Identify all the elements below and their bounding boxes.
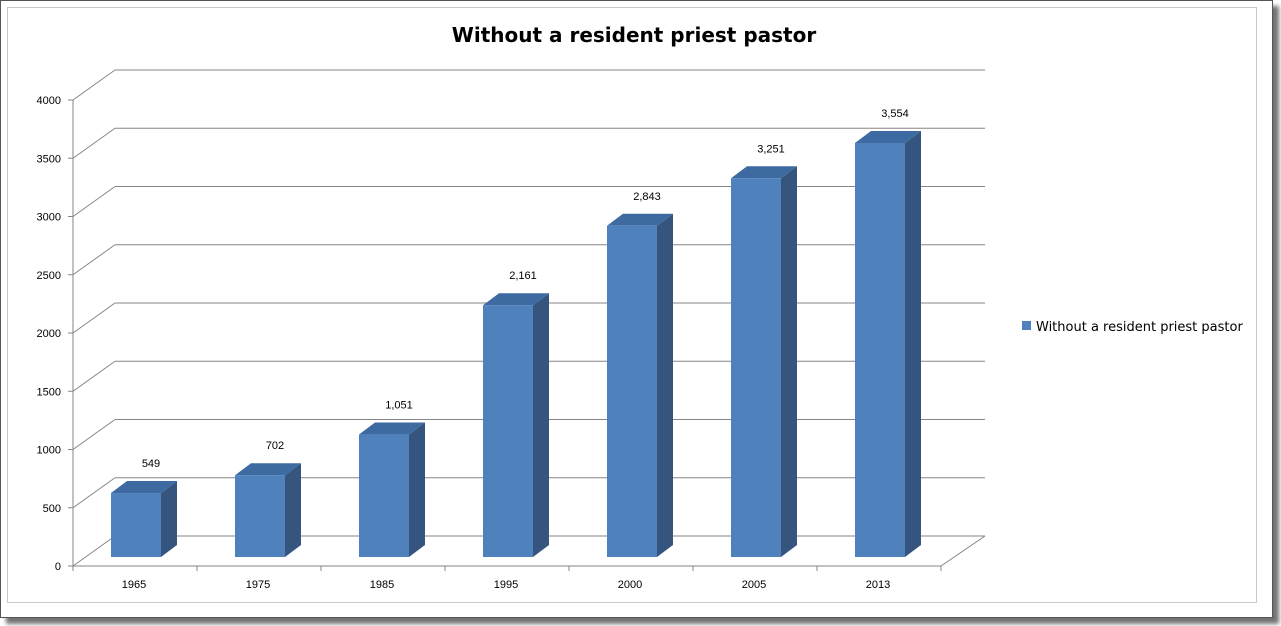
data-label: 2,161	[509, 270, 537, 282]
bar-top	[607, 213, 673, 226]
bars	[111, 130, 921, 558]
gridline-diagonal	[72, 186, 116, 217]
gridline-diagonal	[72, 419, 116, 450]
data-labels: 549 702 1,051 2,161 2,843 3,251 3,554	[142, 108, 909, 470]
bar-side	[657, 213, 673, 557]
bar-top	[483, 293, 549, 306]
bar	[483, 293, 549, 557]
floor-right-edge	[940, 535, 986, 567]
bar-front	[483, 305, 533, 557]
bar	[111, 481, 177, 557]
bar-front	[607, 225, 657, 557]
bar	[731, 166, 797, 558]
legend-swatch	[1022, 321, 1031, 330]
bar-top	[359, 422, 425, 435]
bar-front	[855, 142, 905, 558]
bar-top	[855, 130, 921, 143]
x-tick-label: 2013	[866, 579, 890, 591]
gridline-diagonal	[72, 244, 116, 276]
data-label: 2,843	[633, 191, 661, 203]
bar-side	[161, 481, 177, 557]
legend[interactable]: Without a resident priest pastor	[1022, 320, 1243, 335]
bar-front	[111, 493, 161, 557]
gridline-diagonal	[72, 535, 116, 567]
y-tick-label: 4000	[37, 95, 61, 107]
data-label: 1,051	[385, 400, 413, 412]
gridlines	[72, 69, 985, 567]
x-tick-label: 1985	[370, 579, 394, 591]
bar-front	[235, 475, 285, 557]
bar	[855, 130, 921, 558]
y-tick-label: 500	[43, 503, 61, 515]
y-tick-label: 1000	[37, 445, 61, 457]
y-tick-label: 3500	[37, 153, 61, 165]
y-tick-label: 2500	[37, 270, 61, 282]
bar-side	[533, 293, 549, 557]
y-axis: 0 500 1000 1500 2000 2500 3000 3500 4000	[37, 95, 73, 573]
bar-front	[359, 434, 409, 557]
x-tick-label: 2005	[742, 579, 766, 591]
x-tick-label: 1995	[494, 579, 518, 591]
gridline-diagonal	[72, 69, 116, 101]
bar-side	[285, 463, 301, 557]
bar-top	[111, 481, 177, 494]
y-tick-label: 2000	[37, 328, 61, 340]
y-tick-label: 1500	[37, 386, 61, 398]
bar	[607, 213, 673, 557]
gridline-diagonal	[72, 127, 116, 159]
y-tick-label: 0	[55, 561, 61, 573]
bar-side	[781, 166, 797, 558]
data-label: 3,554	[881, 108, 909, 120]
x-tick-label: 1975	[246, 579, 270, 591]
gridline-diagonal	[72, 302, 116, 334]
x-tick-label: 2000	[618, 579, 642, 591]
data-label: 549	[142, 458, 160, 470]
data-label: 702	[266, 440, 284, 452]
bar-top	[731, 166, 797, 179]
gridline-diagonal	[72, 360, 116, 392]
gridline-diagonal	[72, 477, 116, 509]
bar-side	[905, 130, 921, 558]
y-tick-label: 3000	[37, 212, 61, 224]
bar	[235, 463, 301, 557]
bar-side	[409, 422, 425, 557]
chart-title: Without a resident priest pastor	[452, 23, 817, 47]
bar-top	[235, 463, 301, 476]
data-label: 3,251	[757, 143, 785, 155]
bar	[359, 422, 425, 557]
bar-front	[731, 178, 781, 558]
x-axis: 1965 1975 1985 1995 2000 2005 2013	[72, 566, 942, 591]
legend-label: Without a resident priest pastor	[1036, 320, 1243, 335]
x-tick-label: 1965	[122, 579, 146, 591]
chart-area	[7, 7, 1257, 603]
